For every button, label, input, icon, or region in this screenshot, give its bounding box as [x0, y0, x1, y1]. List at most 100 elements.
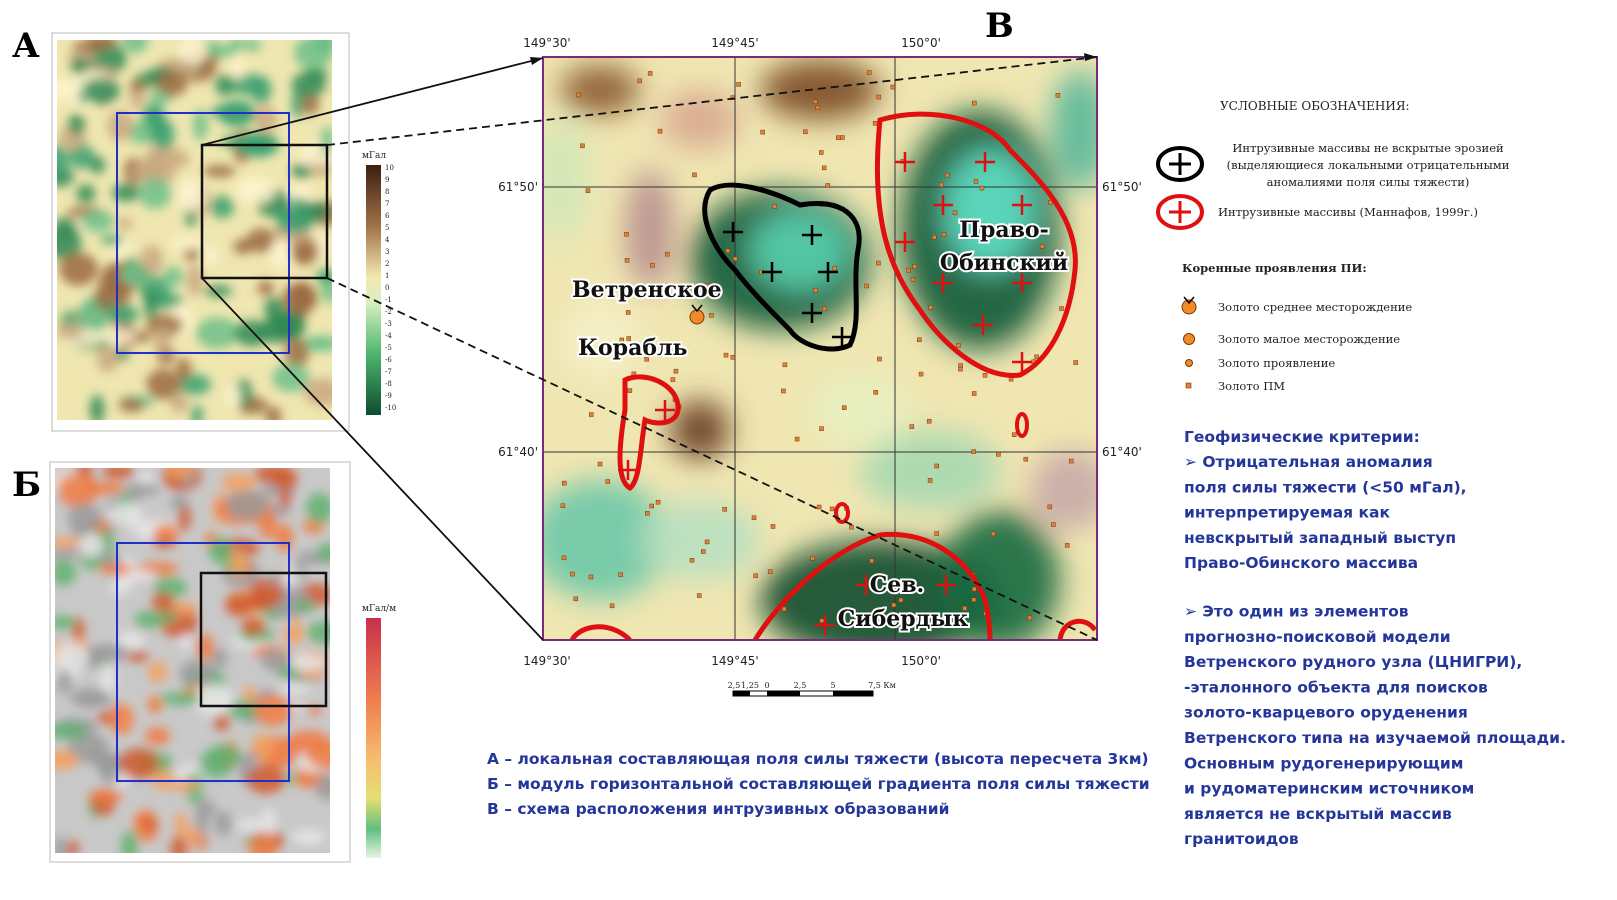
gold-point [956, 343, 960, 347]
field-blob [274, 468, 298, 491]
bottom-tick: 149°30' [523, 654, 570, 668]
colorbar-tick: -1 [385, 296, 392, 304]
gold-point [561, 504, 565, 508]
criteria-line: -эталонного объекта для поисков [1184, 678, 1488, 696]
gold-point [671, 378, 675, 382]
gold-point [972, 587, 976, 591]
gold-point [939, 183, 943, 187]
field-blob [159, 692, 201, 705]
gold-point [562, 556, 566, 560]
scale-label: 2,5 [794, 681, 807, 690]
gold-point [913, 264, 917, 268]
gold-point [589, 575, 593, 579]
field-blob [1050, 70, 1110, 190]
gold-point [638, 79, 642, 83]
gold-point [932, 235, 936, 239]
caption: Б – модуль горизонтальной составляющей г… [487, 775, 1150, 793]
field-blob [258, 280, 274, 295]
gold-point [927, 419, 931, 423]
field-blob [625, 170, 675, 290]
gold-point [771, 524, 775, 528]
gold-point [1060, 307, 1064, 311]
field-blob [84, 320, 107, 330]
field-blob [127, 650, 148, 662]
field-blob [102, 329, 136, 344]
gold-point [701, 550, 705, 554]
panel-label: В [985, 6, 1014, 46]
gold-point [705, 540, 709, 544]
field-blob [147, 661, 168, 683]
criteria-line: Основным рудогенерирующим [1184, 754, 1463, 772]
gold-point [850, 525, 854, 529]
field-blob [203, 165, 235, 177]
field-blob [89, 750, 105, 765]
field-blob [57, 756, 78, 766]
body: А Б В мГал мГал/м УСЛОВНЫЕ ОБОЗНАЧЕНИЯ: … [0, 0, 1617, 900]
gold-point [928, 478, 932, 482]
colorbar-tick: -10 [385, 404, 396, 412]
gold-point [1048, 505, 1052, 509]
legend-label: аномалиями поля силы тяжести) [1267, 175, 1470, 189]
field-blob [282, 282, 317, 314]
criteria-line: ➢ Отрицательная аномалия [1184, 453, 1433, 471]
gold-point [658, 129, 662, 133]
field-blob [281, 629, 305, 639]
page: Intrusive masses map { "panels": {"a": "… [0, 0, 1617, 900]
map-a-colorbar [366, 165, 381, 415]
field-blob [251, 734, 275, 760]
scale-bar-segment [833, 691, 873, 696]
field-blob [234, 320, 270, 347]
field-blob [214, 811, 232, 836]
gold-point [911, 278, 915, 282]
gold-point [929, 305, 933, 309]
gold-point [656, 500, 660, 504]
field-blob [266, 574, 283, 584]
gold-point [817, 505, 821, 509]
gold-point [842, 406, 846, 410]
field-blob [111, 584, 127, 595]
field-blob [88, 789, 122, 803]
gold-point [942, 233, 946, 237]
gold-point [782, 607, 786, 611]
criteria-line: ➢ Это один из элементов [1184, 603, 1409, 621]
colorbar-tick: 9 [385, 176, 389, 184]
legend-title: УСЛОВНЫЕ ОБОЗНАЧЕНИЯ: [1220, 99, 1410, 113]
field-blob [129, 91, 145, 108]
place-name: Сев. [870, 572, 924, 598]
field-blob [101, 235, 123, 246]
bottom-tick: 149°45' [711, 654, 758, 668]
scale-bar-segment [733, 691, 750, 696]
gold-point [570, 572, 574, 576]
criteria-line: Ветренского типа на изучаемой площади. [1184, 729, 1566, 747]
gold-point [580, 144, 584, 148]
field-blob [202, 246, 218, 265]
field-blob [95, 282, 116, 311]
field-blob [279, 490, 291, 508]
gold-point [574, 597, 578, 601]
field-blob [640, 500, 760, 580]
gold-point [919, 372, 923, 376]
field-blob [171, 495, 188, 510]
field-blob [289, 654, 325, 671]
right-tick: 61°40' [1102, 445, 1142, 459]
field-blob [306, 493, 334, 524]
field-blob [119, 270, 136, 281]
legend-subtitle: Коренные проявления ПИ: [1182, 261, 1367, 275]
top-tick: 149°45' [711, 36, 758, 50]
place-name: Корабль [578, 335, 688, 361]
field-blob [82, 78, 120, 104]
field-blob [106, 503, 143, 526]
legend-label: Золото среднее месторождение [1218, 300, 1412, 314]
legend-point [1186, 383, 1191, 388]
field-blob [119, 398, 145, 412]
gold-point [589, 413, 593, 417]
gold-point [626, 310, 630, 314]
field-blob [291, 71, 326, 97]
field-blob [275, 210, 313, 234]
field-blob [58, 474, 98, 507]
field-blob [179, 635, 192, 650]
gold-point [819, 151, 823, 155]
gold-point [610, 604, 614, 608]
colorbar-tick: 1 [385, 272, 389, 280]
field-blob [221, 473, 256, 492]
